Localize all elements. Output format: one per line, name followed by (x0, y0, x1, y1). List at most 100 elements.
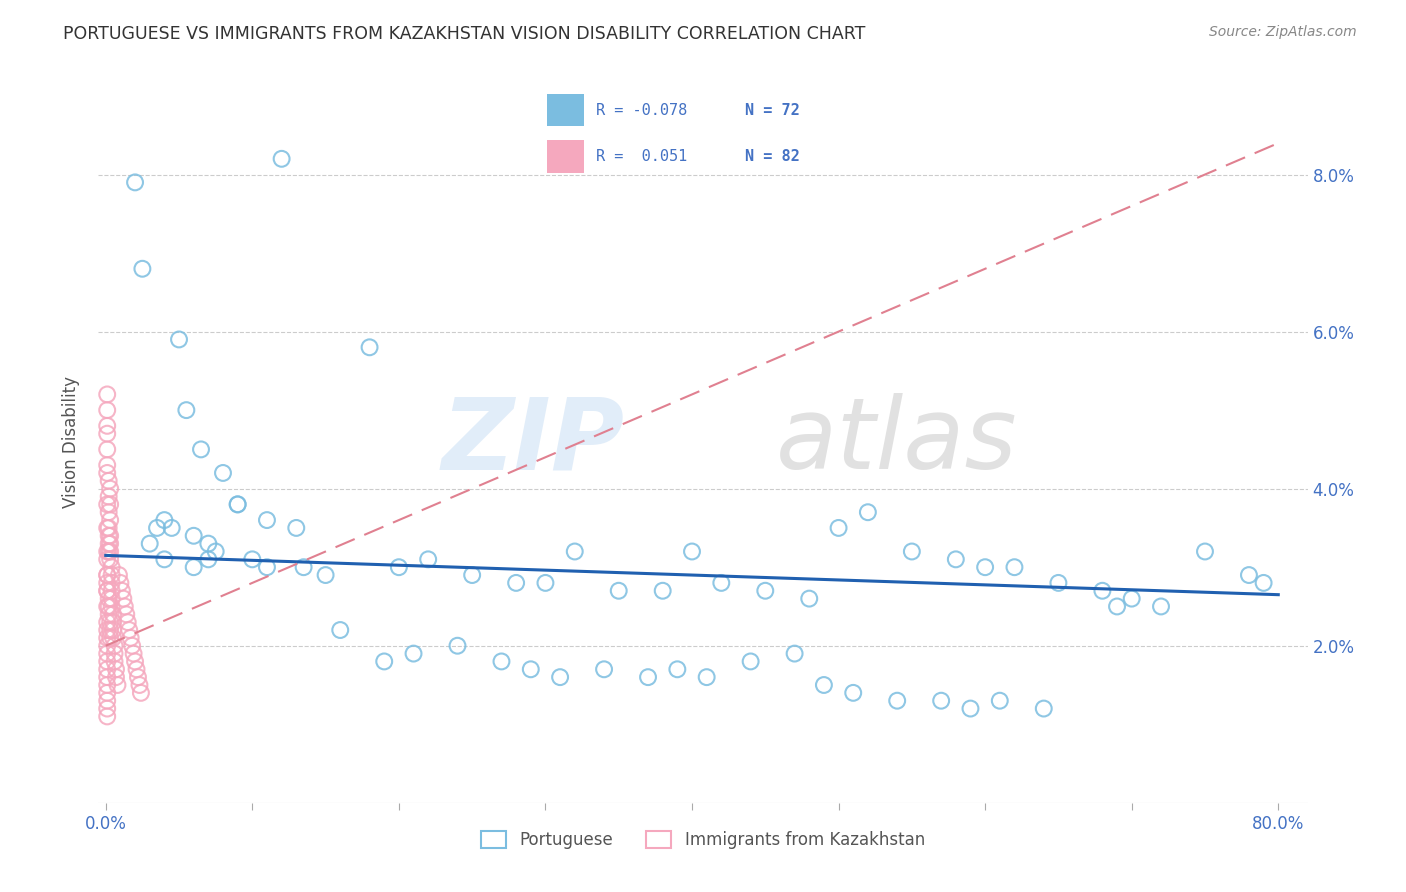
Point (974, 560, 997, 574)
Point (285, 521, 308, 535)
Point (190, 442, 212, 457)
Point (103, 655, 125, 669)
Text: N = 72: N = 72 (745, 103, 800, 118)
Point (1194, 544, 1216, 558)
Point (799, 591, 821, 606)
Point (226, 497, 249, 511)
Point (593, 662, 616, 676)
Point (97, 544, 120, 558)
Point (125, 662, 148, 676)
Point (256, 513, 278, 527)
Point (96, 387, 118, 401)
Point (96, 458, 118, 472)
Point (96, 678, 118, 692)
Point (446, 639, 468, 653)
Point (96, 670, 118, 684)
Point (204, 544, 226, 558)
Point (197, 536, 219, 550)
Point (98, 513, 121, 527)
Point (96, 575, 118, 590)
Point (329, 623, 352, 637)
Point (96, 583, 118, 598)
Point (121, 639, 143, 653)
FancyBboxPatch shape (547, 140, 583, 173)
Point (122, 647, 145, 661)
Point (103, 647, 125, 661)
Point (98, 631, 121, 645)
Point (96, 701, 118, 715)
FancyBboxPatch shape (547, 94, 583, 127)
Point (98, 482, 121, 496)
Point (97, 599, 120, 614)
Point (240, 552, 263, 566)
Point (96, 599, 118, 614)
Point (681, 544, 703, 558)
Point (1047, 575, 1070, 590)
Point (373, 655, 395, 669)
Point (98, 536, 121, 550)
Point (110, 575, 132, 590)
Point (128, 678, 150, 692)
Point (359, 340, 381, 354)
Point (710, 575, 733, 590)
Point (97, 505, 120, 519)
Point (96, 568, 118, 582)
Text: N = 82: N = 82 (745, 149, 800, 164)
Point (131, 261, 153, 276)
Point (97, 536, 120, 550)
Point (105, 662, 128, 676)
Point (842, 686, 865, 700)
Point (1105, 599, 1128, 614)
Text: R =  0.051: R = 0.051 (596, 149, 688, 164)
Point (96, 631, 118, 645)
Point (754, 583, 776, 598)
Point (959, 701, 981, 715)
Point (1121, 591, 1143, 606)
Point (105, 670, 128, 684)
Point (212, 466, 235, 480)
Point (183, 529, 205, 543)
Point (98, 544, 121, 558)
Point (96, 583, 118, 598)
Point (856, 505, 879, 519)
Point (138, 536, 160, 550)
Point (96, 521, 118, 535)
Point (505, 575, 527, 590)
Point (1004, 560, 1026, 574)
Point (96, 615, 118, 630)
Point (96, 466, 118, 480)
Point (98, 529, 121, 543)
Point (783, 647, 806, 661)
Point (97, 474, 120, 488)
Point (813, 678, 835, 692)
Point (101, 615, 124, 630)
Point (97, 529, 120, 543)
Point (534, 575, 557, 590)
Point (226, 497, 249, 511)
Point (183, 560, 205, 574)
Point (96, 426, 118, 441)
Point (564, 544, 586, 558)
Point (520, 662, 543, 676)
Point (96, 709, 118, 723)
Point (270, 152, 292, 166)
Point (96, 552, 118, 566)
Point (100, 591, 122, 606)
Point (160, 521, 183, 535)
Text: ZIP: ZIP (441, 393, 624, 490)
Point (1091, 583, 1114, 598)
Point (96, 655, 118, 669)
Point (548, 670, 571, 684)
Point (96, 623, 118, 637)
Point (100, 583, 122, 598)
Point (651, 583, 673, 598)
Point (886, 694, 908, 708)
Point (103, 639, 125, 653)
Point (124, 175, 146, 189)
Text: atlas: atlas (776, 393, 1017, 490)
Point (945, 552, 967, 566)
Text: Source: ZipAtlas.com: Source: ZipAtlas.com (1209, 25, 1357, 39)
Point (461, 568, 484, 582)
Point (100, 568, 122, 582)
Point (153, 552, 176, 566)
